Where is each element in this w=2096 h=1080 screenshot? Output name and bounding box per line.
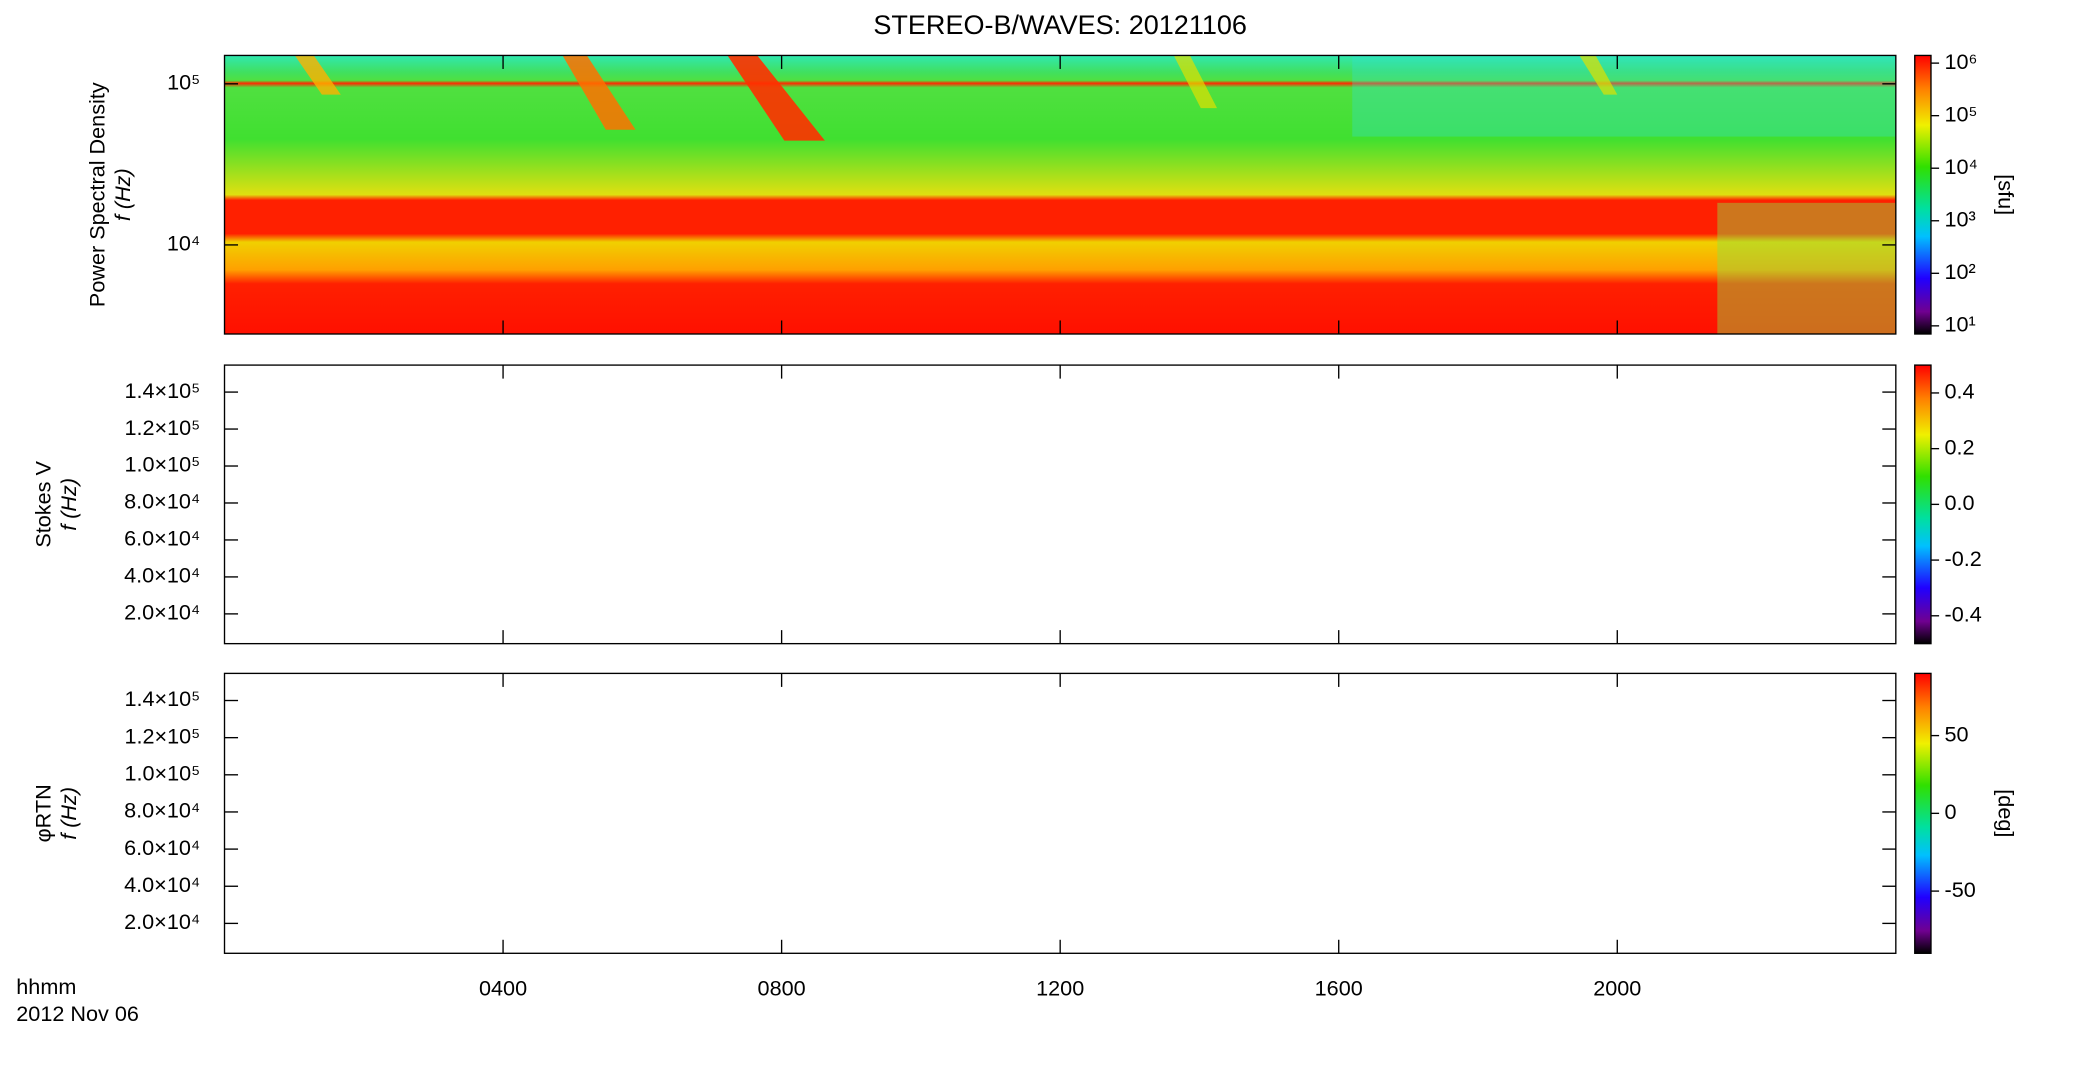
y-axis-label: f (Hz) [56,787,81,840]
y-tick-label: 1.0×10⁵ [124,761,200,786]
colorbar-tick-label: 0.2 [1945,434,1975,459]
y-axis-label: φRTN [30,784,55,842]
y-tick-label: 1.4×10⁵ [124,378,200,403]
colorbar-tick-label: 50 [1945,721,1969,746]
y-tick-label: 6.0×10⁴ [124,835,200,860]
x-tick-label: 1600 [1315,976,1363,1001]
colorbar-tick-label: -0.4 [1945,602,1982,627]
y-tick-label: 6.0×10⁴ [124,526,200,551]
plot-area [224,673,1896,954]
x-tick-label: 0800 [758,976,806,1001]
colorbar-tick-label: 10⁶ [1945,49,1978,74]
colorbar-tick-label: 0 [1945,799,1957,824]
y-axis-label: f (Hz) [56,478,81,531]
x-tick-label: 0400 [479,976,527,1001]
x-tick-label: 1200 [1036,976,1084,1001]
colorbar-tick-label: 0.0 [1945,490,1975,515]
chart-title: STEREO-B/WAVES: 20121106 [873,10,1247,40]
colorbar-tick-label: 10¹ [1945,312,1976,337]
colorbar-tick-label: 10⁴ [1945,154,1978,179]
colorbar-tick-label: 10³ [1945,206,1976,231]
colorbar-tick-label: 10⁵ [1945,101,1978,126]
colorbar [1914,672,1932,954]
x-tick-label: 2000 [1593,976,1641,1001]
y-tick-label: 8.0×10⁴ [124,798,200,823]
colorbar-tick-label: 0.4 [1945,379,1975,404]
colorbar-tick-label: -0.2 [1945,546,1982,571]
y-axis-label: f (Hz) [110,168,135,221]
date-label: 2012 Nov 06 [16,1001,139,1026]
y-tick-label: 1.2×10⁵ [124,415,200,440]
y-tick-label: 10⁵ [167,70,200,95]
y-tick-label: 10⁴ [167,231,200,256]
colorbar-tick-label: 10² [1945,259,1976,284]
colorbar [1914,364,1932,645]
y-tick-label: 2.0×10⁴ [124,909,200,934]
y-tick-label: 1.0×10⁵ [124,452,200,477]
y-tick-label: 1.2×10⁵ [124,723,200,748]
y-tick-label: 2.0×10⁴ [124,600,200,625]
colorbar [1914,54,1932,335]
colorbar-label: [deg] [1993,789,2018,837]
spectrogram-image [224,55,1896,334]
y-tick-label: 8.0×10⁴ [124,489,200,514]
y-tick-label: 4.0×10⁴ [124,872,200,897]
y-tick-label: 4.0×10⁴ [124,563,200,588]
x-axis-label: hhmm [16,974,76,999]
colorbar-label: [sfu] [1993,174,2018,215]
y-axis-label: Stokes V [30,461,55,548]
y-tick-label: 1.4×10⁵ [124,686,200,711]
plot-area [224,365,1896,644]
y-axis-label: Power Spectral Density [84,82,109,307]
colorbar-tick-label: -50 [1945,877,1976,902]
